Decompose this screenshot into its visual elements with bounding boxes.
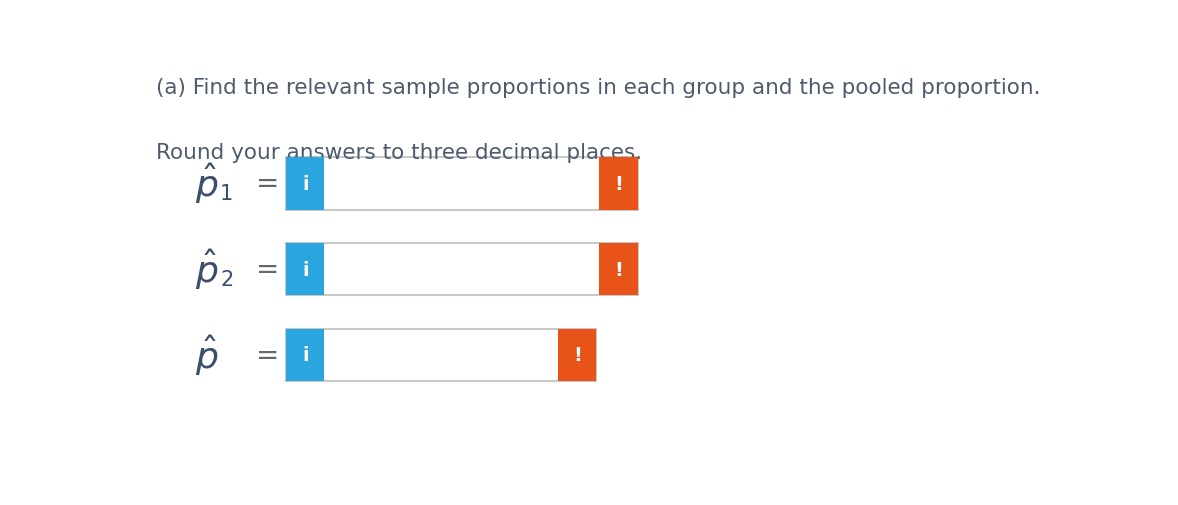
Bar (286, 329, 596, 381)
Bar (286, 158, 324, 210)
Text: =: = (256, 256, 279, 284)
Text: i: i (302, 175, 309, 193)
Bar (600, 243, 637, 296)
Bar (286, 329, 324, 381)
Text: !: ! (573, 346, 582, 365)
Bar (286, 243, 637, 296)
Bar (558, 329, 596, 381)
Text: !: ! (614, 175, 623, 193)
Text: i: i (302, 346, 309, 365)
Bar (286, 158, 637, 210)
Text: i: i (302, 260, 309, 279)
Text: $\hat{p}$: $\hat{p}$ (194, 333, 218, 377)
Text: 2: 2 (220, 269, 233, 289)
Text: Round your answers to three decimal places.: Round your answers to three decimal plac… (157, 142, 642, 162)
Text: !: ! (614, 260, 623, 279)
Bar (600, 158, 637, 210)
Text: $\hat{p}$: $\hat{p}$ (194, 247, 218, 291)
Text: $\hat{p}$: $\hat{p}$ (194, 162, 218, 206)
Text: 1: 1 (220, 184, 233, 204)
Bar (286, 243, 324, 296)
Text: =: = (256, 341, 279, 369)
Text: =: = (256, 170, 279, 198)
Text: (a) Find the relevant sample proportions in each group and the pooled proportion: (a) Find the relevant sample proportions… (157, 78, 1041, 98)
